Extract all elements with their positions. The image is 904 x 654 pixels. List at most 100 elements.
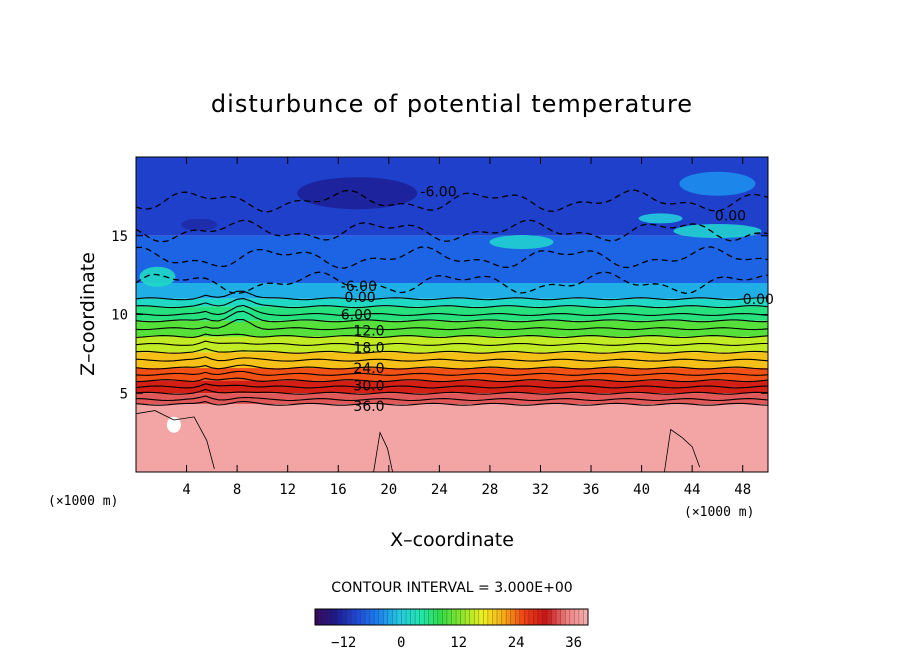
anomaly-patch-0	[297, 177, 418, 210]
x-unit-right: (×1000 m)	[684, 505, 754, 520]
x-axis: 4 8 12 16 20 24 28 32 36 40 44 48	[182, 157, 751, 498]
x-tick-label-12: 12	[279, 482, 296, 498]
colorbar-tick-12: 12	[450, 635, 467, 651]
colorbar-cell-47	[528, 609, 534, 625]
contour-dashed-0	[135, 271, 769, 295]
contour-dashed-3	[135, 189, 769, 213]
contour-line-0	[135, 290, 769, 301]
colorbar-cell-48	[533, 609, 539, 625]
anomaly-patch-4	[673, 224, 762, 239]
colorbar-cell-14	[378, 609, 384, 625]
contour-line-15	[135, 400, 769, 406]
contour-line-2	[135, 304, 769, 316]
anomaly-patch-8	[181, 218, 218, 231]
colorbar-cell-10	[360, 609, 366, 625]
x-unit-left: (×1000 m)	[48, 494, 118, 509]
colorbar-cell-17	[392, 609, 398, 625]
colorbar-cell-46	[524, 609, 530, 625]
contour-line-12	[135, 383, 769, 389]
colorbar-cell-6	[342, 609, 348, 625]
contour-label-10: 0.00	[743, 292, 774, 308]
colorbar-cell-31	[456, 609, 462, 625]
colorbar-cell-54	[560, 609, 566, 625]
anomaly-patch-1	[679, 171, 756, 196]
y-tick-label-10: 10	[111, 308, 128, 324]
y-tick-label-5: 5	[120, 386, 128, 402]
colorbar-cell-25	[428, 609, 434, 625]
colorbar-cell-30	[451, 609, 457, 625]
x-tick-label-36: 36	[583, 482, 600, 498]
contour-low-0	[135, 410, 215, 470]
x-tick-label-16: 16	[330, 482, 347, 498]
layer-band-8	[136, 368, 768, 381]
colorbar-frame	[314, 608, 589, 626]
contour-interval: CONTOUR INTERVAL = 3.000E+00	[331, 580, 572, 596]
colorbar-cell-12	[369, 609, 375, 625]
colorbar-cell-2	[324, 609, 330, 625]
contour-line-11	[135, 377, 769, 383]
contour-labels: -6.00-6.000.006.0012.018.024.030.036.00.…	[341, 185, 774, 415]
colorbar-cell-50	[542, 609, 548, 625]
colorbar-cell-11	[365, 609, 371, 625]
colorbar-cell-26	[433, 609, 439, 625]
contour-label-5: 18.0	[353, 341, 384, 357]
layer-band-6	[136, 336, 768, 353]
colorbar-cell-4	[333, 609, 339, 625]
anomaly-patch-3	[638, 213, 683, 224]
contour-lines	[135, 189, 769, 473]
layer-band-2	[136, 283, 768, 299]
colorbar-cell-9	[355, 609, 361, 625]
colorbar-cell-44	[515, 609, 521, 625]
colorbar-cell-45	[519, 609, 525, 625]
colorbar-cell-3	[328, 609, 334, 625]
colorbar-cell-57	[574, 609, 580, 625]
colorbar-tick-24: 24	[508, 635, 525, 651]
colorbar-cell-49	[537, 609, 543, 625]
colorbar-cell-40	[497, 609, 503, 625]
contour-line-13	[135, 388, 769, 395]
contour-line-7	[135, 347, 769, 354]
contour-label-8: 36.0	[353, 399, 384, 415]
colorbar-cell-56	[569, 609, 575, 625]
colorbar-cell-15	[383, 609, 389, 625]
colorbar-tick-0: 0	[397, 635, 405, 651]
contour-dashed-1	[135, 246, 769, 269]
contour-label-9: 0.00	[715, 208, 746, 224]
contour-label-6: 24.0	[353, 361, 384, 377]
x-tick-label-24: 24	[431, 482, 448, 498]
colorbar-cell-28	[442, 609, 448, 625]
colorbar-cell-58	[578, 609, 584, 625]
colorbar-cell-51	[547, 609, 553, 625]
colorbar-cell-23	[419, 609, 425, 625]
contour-label-7: 30.0	[353, 378, 384, 394]
colorbar-cell-55	[565, 609, 571, 625]
colorbar-cell-32	[460, 609, 466, 625]
contour-line-14	[135, 395, 769, 402]
colorbar-cell-27	[437, 609, 443, 625]
x-tick-label-40: 40	[633, 482, 650, 498]
colorbar-cell-16	[387, 609, 393, 625]
x-tick-label-44: 44	[684, 482, 701, 498]
colorbar-cell-7	[346, 609, 352, 625]
y-axis-label: Z–coordinate	[77, 252, 99, 376]
x-axis-label: X–coordinate	[390, 529, 514, 551]
colorbar-cell-21	[410, 609, 416, 625]
colorbar-cell-13	[374, 609, 380, 625]
colorbar-cell-29	[446, 609, 452, 625]
anomaly-patch-2	[489, 235, 554, 250]
x-tick-label-28: 28	[481, 482, 498, 498]
layer-band-1	[136, 235, 768, 283]
layer-band-5	[136, 320, 768, 337]
x-tick-label-20: 20	[380, 482, 397, 498]
colorbar-cell-42	[506, 609, 512, 625]
layer-band-11	[136, 404, 768, 472]
colorbar-cell-22	[415, 609, 421, 625]
colorbar-cell-38	[487, 609, 493, 625]
colorbar	[314, 608, 589, 626]
contour-line-1	[135, 298, 769, 309]
colorbar-cell-34	[469, 609, 475, 625]
contour-line-5	[135, 333, 769, 339]
colorbar-cell-37	[483, 609, 489, 625]
colorbar-ticks: −12 0 12 24 36	[331, 635, 582, 651]
contour-line-6	[135, 340, 768, 346]
